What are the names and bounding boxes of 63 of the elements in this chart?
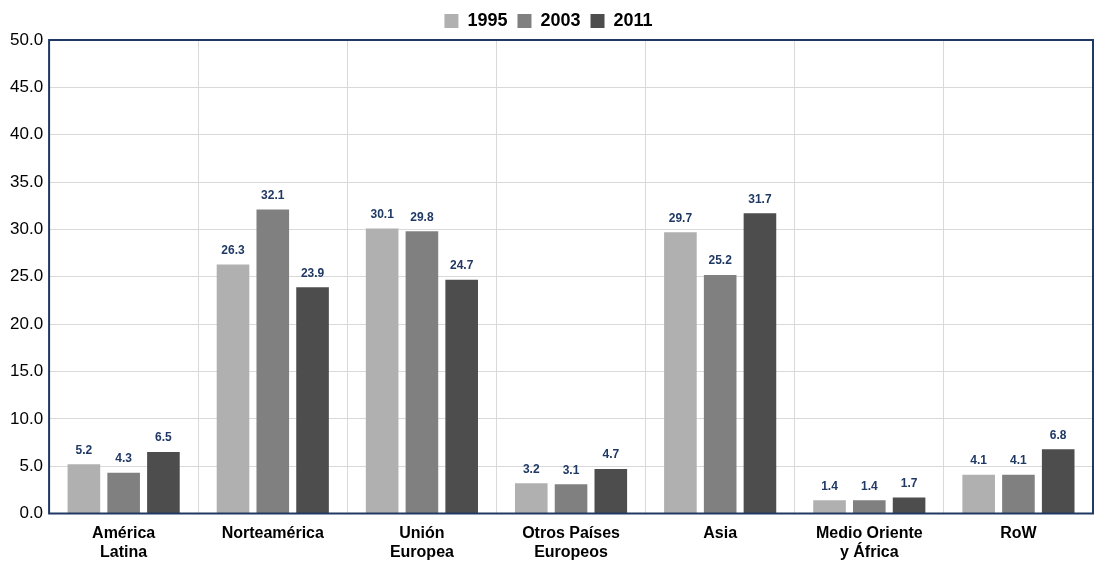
x-tick-label: Asia [703,523,738,541]
x-tick-label: Otros Países Europeos [522,523,621,560]
bar [554,484,588,514]
y-tick-label: 25.0 [9,266,44,286]
x-tick-label: Medio Oriente y África [815,523,923,560]
bar [594,469,628,514]
data-label: 24.7 [450,257,474,272]
bar [67,464,101,514]
bar [664,232,697,514]
bar [743,213,777,514]
y-tick-label: 40.0 [9,124,44,144]
data-label: 23.9 [300,265,325,280]
data-label: 6.8 [1049,427,1067,442]
bar [445,279,478,514]
x-tick-label: Unión Europea [389,523,455,560]
legend-label: 1995 [467,9,508,30]
data-label: 4.1 [1010,453,1028,468]
bar [405,231,439,514]
data-label: 6.5 [155,430,173,445]
bar [962,474,995,514]
bar [892,497,926,514]
y-tick-label: 50.0 [9,29,44,49]
data-label: 5.2 [75,442,93,457]
data-label: 32.1 [261,187,285,202]
y-tick-label: 30.0 [9,219,44,239]
x-tick-label: Norteamérica [221,523,325,541]
data-label: 31.7 [748,191,772,206]
bar [1041,449,1075,514]
bar [853,500,886,514]
y-tick-label: 10.0 [9,408,44,428]
data-label: 29.8 [410,209,434,224]
data-label: 4.1 [970,453,988,468]
bar [1002,474,1035,514]
bar [216,264,250,514]
data-label: 25.2 [708,253,733,268]
y-tick-label: 0.0 [19,503,44,523]
data-label: 4.7 [602,447,620,462]
y-tick-label: 45.0 [9,77,44,97]
bar [703,274,737,514]
data-label: 29.7 [668,210,693,225]
bar [256,209,290,514]
y-tick-label: 35.0 [9,171,44,191]
data-label: 3.2 [522,461,540,476]
bar [813,500,846,514]
data-label: 26.3 [221,242,246,257]
bar [514,483,548,514]
data-label: 3.1 [562,462,580,477]
legend-label: 2011 [613,9,653,30]
bar [296,287,329,514]
bar [107,472,140,514]
data-label: 1.4 [860,478,878,493]
bar [365,228,399,514]
data-label: 4.3 [115,451,133,466]
x-tick-label: RoW [1000,523,1038,541]
y-tick-label: 20.0 [9,313,44,333]
y-tick-label: 15.0 [9,361,44,381]
data-label: 1.7 [900,475,918,490]
x-tick-label: América Latina [92,523,156,560]
data-label: 30.1 [370,206,395,221]
y-tick-label: 5.0 [19,455,44,475]
bar [147,452,180,514]
legend-label: 2003 [540,9,581,30]
data-label: 1.4 [821,478,839,493]
